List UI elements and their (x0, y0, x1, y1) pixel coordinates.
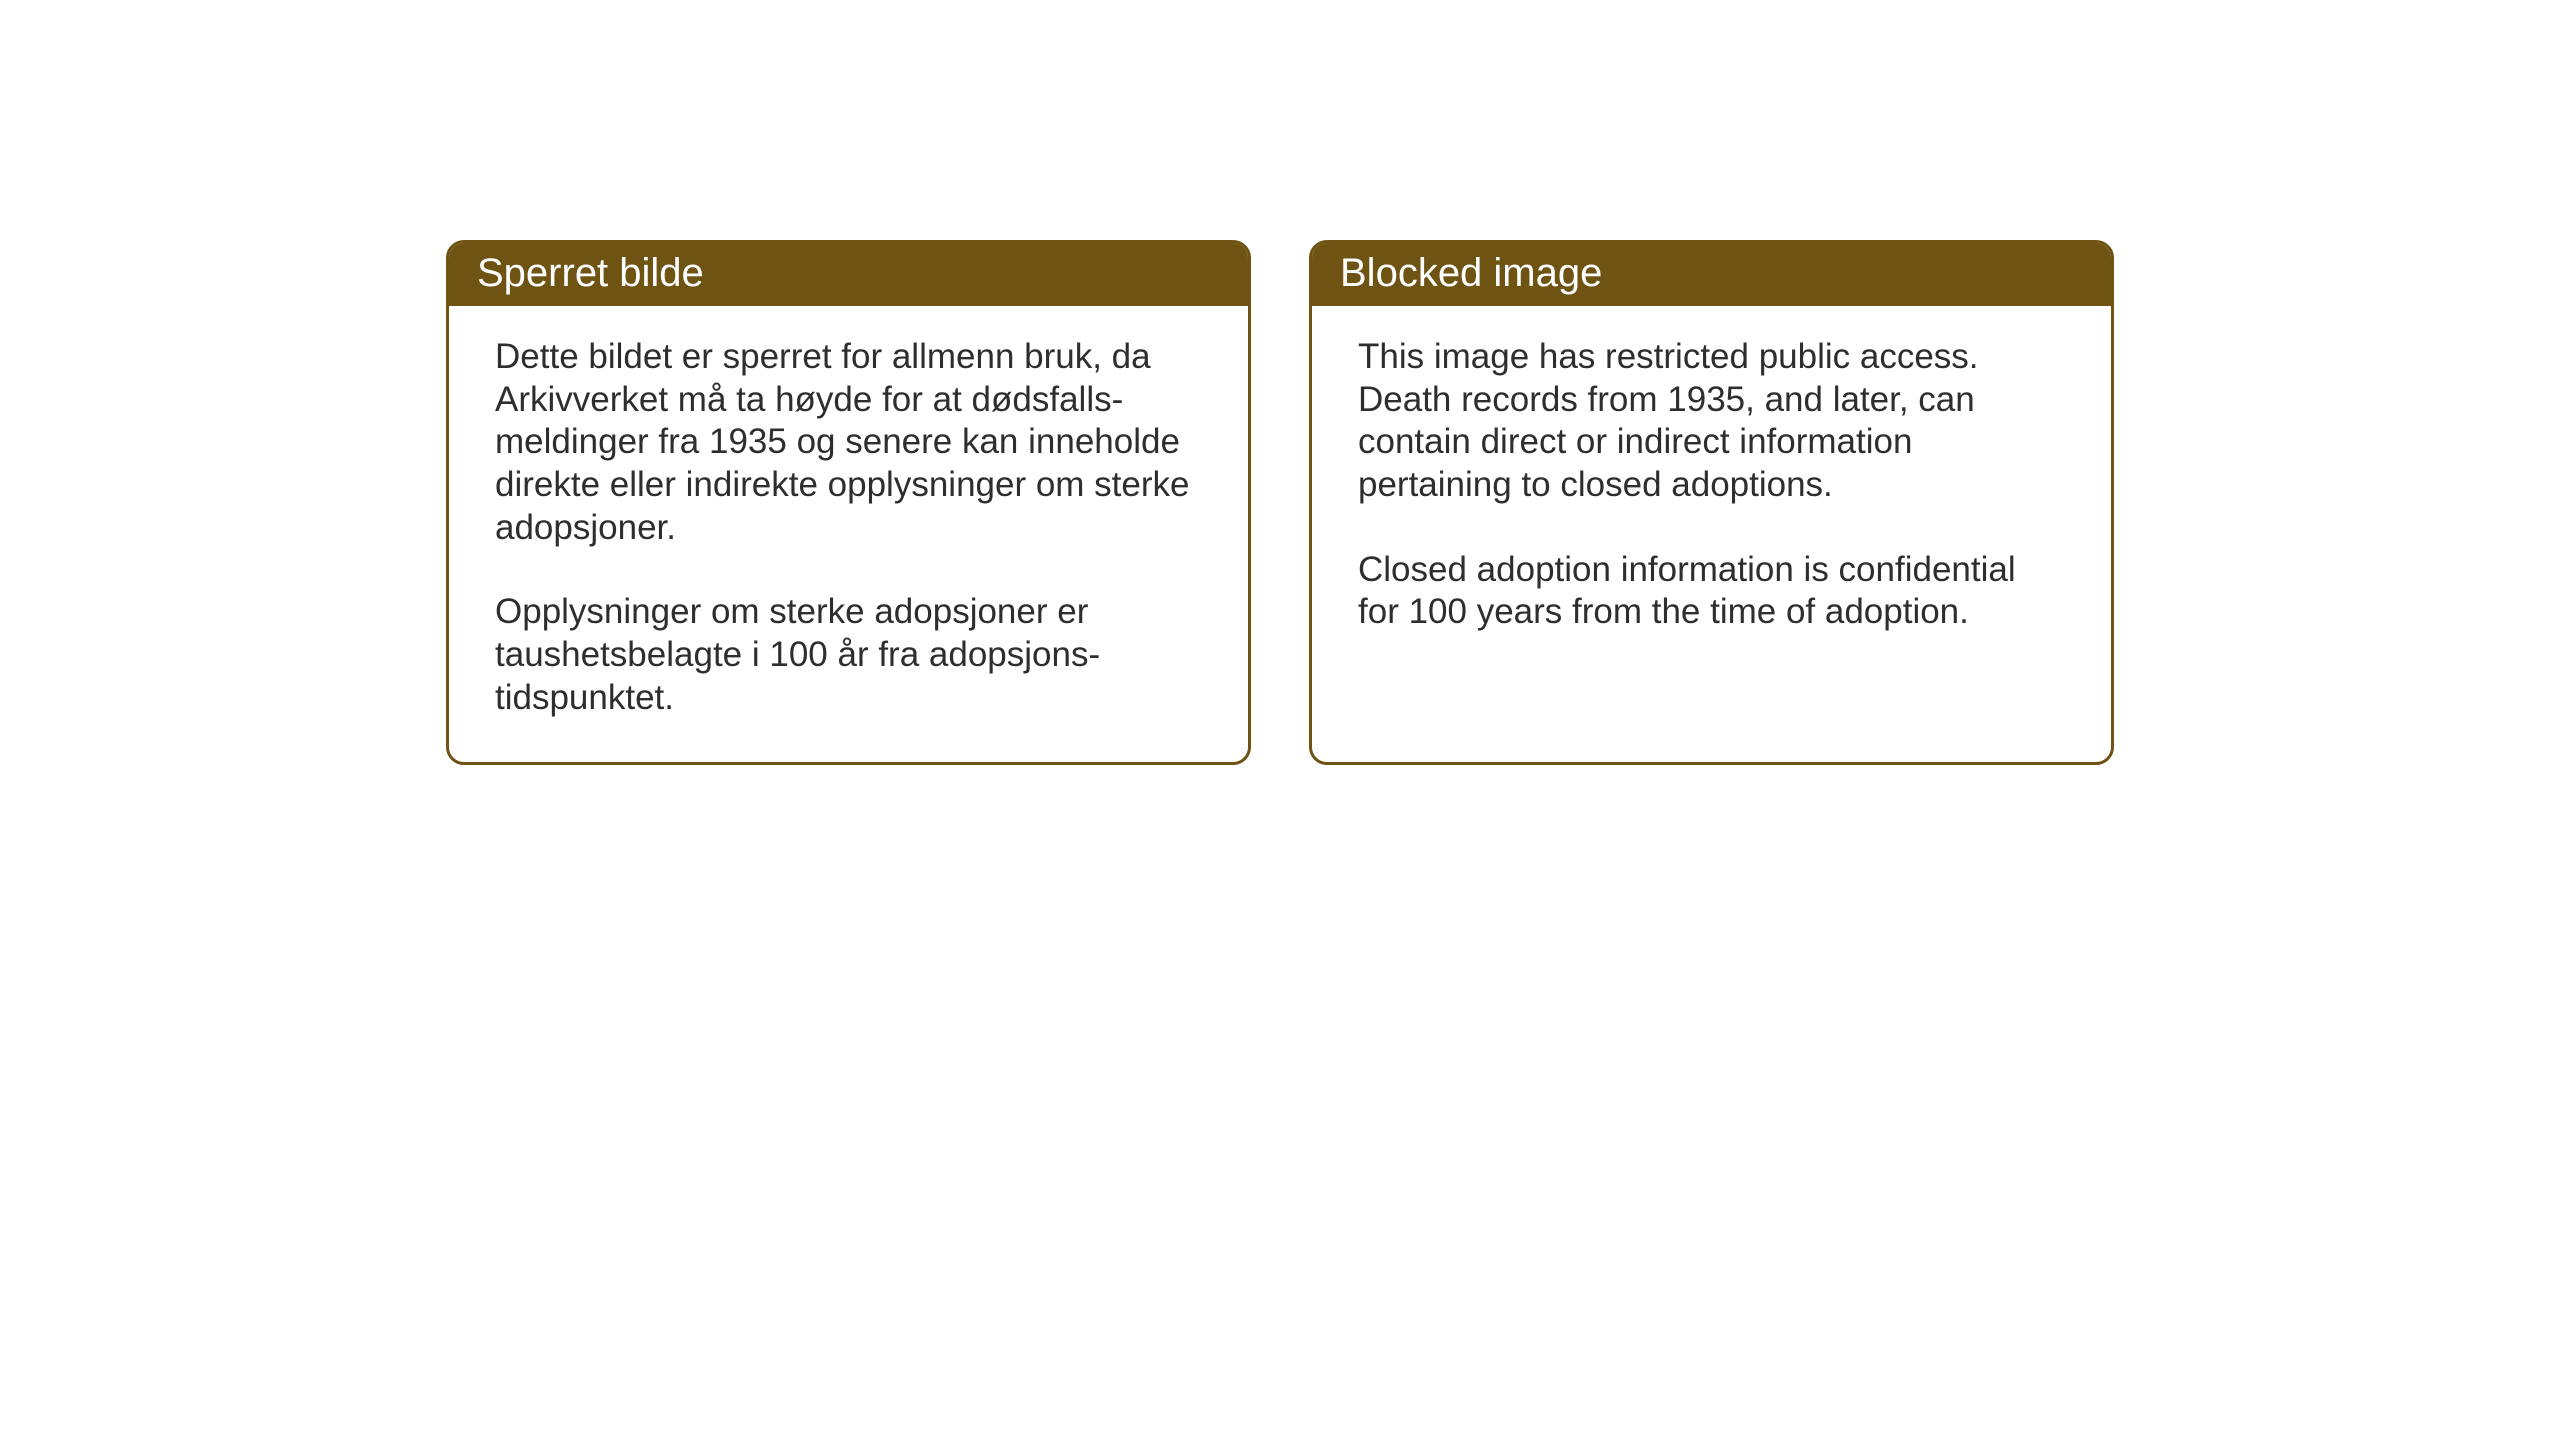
english-card-title: Blocked image (1312, 243, 2111, 306)
norwegian-notice-card: Sperret bilde Dette bildet er sperret fo… (446, 240, 1251, 765)
english-paragraph-1: This image has restricted public access.… (1358, 336, 2065, 507)
english-notice-card: Blocked image This image has restricted … (1309, 240, 2114, 765)
norwegian-card-body: Dette bildet er sperret for allmenn bruk… (449, 306, 1248, 762)
norwegian-paragraph-1: Dette bildet er sperret for allmenn bruk… (495, 336, 1202, 549)
norwegian-card-title: Sperret bilde (449, 243, 1248, 306)
notice-cards-container: Sperret bilde Dette bildet er sperret fo… (446, 240, 2114, 765)
english-paragraph-2: Closed adoption information is confident… (1358, 549, 2065, 634)
english-card-body: This image has restricted public access.… (1312, 306, 2111, 676)
norwegian-paragraph-2: Opplysninger om sterke adopsjoner er tau… (495, 591, 1202, 719)
